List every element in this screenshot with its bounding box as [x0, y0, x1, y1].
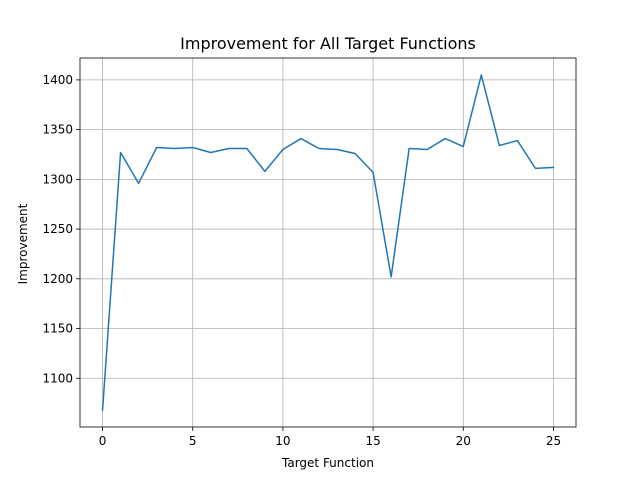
- grid: [80, 58, 576, 427]
- x-tick-label: 15: [365, 434, 380, 448]
- y-tick-label: 1350: [42, 123, 73, 137]
- x-tick-label: 20: [456, 434, 471, 448]
- y-tick-label: 1250: [42, 222, 73, 236]
- x-tick-label: 0: [99, 434, 107, 448]
- y-axis-label: Improvement: [16, 203, 30, 284]
- y-tick-label: 1200: [42, 272, 73, 286]
- ticks: 0 5 10 15 20 25 1100 1150 1200 1250 1300 1350 1400: [42, 73, 561, 448]
- y-tick-label: 1400: [42, 73, 73, 87]
- y-tick-label: 1150: [42, 322, 73, 336]
- series-line: [101, 74, 555, 411]
- series-layer: [101, 74, 555, 411]
- y-tick-label: 1100: [42, 371, 73, 385]
- plot-frame: [79, 57, 577, 428]
- chart-title: Improvement for All Target Functions: [180, 34, 476, 53]
- x-tick-label: 10: [275, 434, 290, 448]
- x-tick-label: 25: [546, 434, 561, 448]
- x-tick-label: 5: [189, 434, 197, 448]
- y-tick-label: 1300: [42, 172, 73, 186]
- x-axis-label: Target Function: [281, 456, 374, 470]
